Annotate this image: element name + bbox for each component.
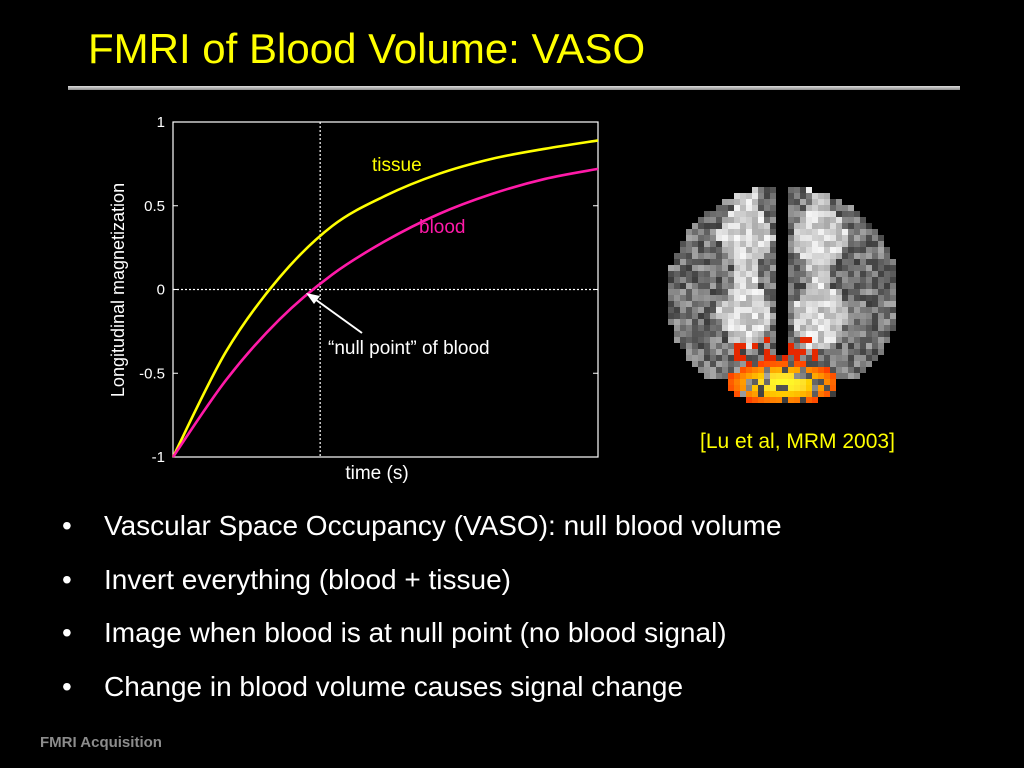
null-point-annotation: “null point” of blood — [328, 338, 490, 359]
y-tick-label: -1 — [152, 449, 165, 466]
slide-title: FMRI of Blood Volume: VASO — [88, 25, 646, 72]
bullet-text: Image when blood is at null point (no bl… — [104, 617, 727, 648]
tissue-curve — [171, 139, 599, 458]
y-tick-label: -0.5 — [139, 365, 165, 382]
bullet-glyph: • — [62, 617, 72, 648]
bullet-glyph: • — [62, 563, 72, 595]
plot-ticks: 1 0.5 0 -0.5 -1 — [139, 114, 598, 466]
bullet-item: • Vascular Space Occupancy (VASO): null b… — [62, 510, 782, 542]
bullet-text: Change in blood volume causes signal cha… — [104, 670, 684, 702]
blood-curve — [171, 167, 599, 458]
y-axis-label: Longitudinal magnetization — [108, 183, 128, 397]
bullet-text: Vascular Space Occupancy (VASO): null bl… — [104, 510, 782, 541]
brain-activation-image — [668, 187, 896, 403]
title-divider — [68, 86, 960, 90]
footer-label: FMRI Acquisition — [40, 734, 162, 751]
blood-series-label: blood — [419, 217, 466, 238]
null-point-arrow — [306, 293, 363, 334]
bullet-glyph: • — [62, 670, 72, 702]
citation: [Lu et al, MRM 2003] — [700, 430, 895, 453]
x-axis-label: time (s) — [345, 463, 408, 484]
y-tick-label: 1 — [157, 114, 165, 131]
bullet-text: Invert everything (blood + tissue) — [104, 563, 511, 595]
bullet-item: • Invert everything (blood + tissue) — [62, 564, 782, 596]
bullet-list: • Vascular Space Occupancy (VASO): null b… — [62, 510, 782, 724]
tissue-series-label: tissue — [372, 155, 422, 176]
bullet-item: • Change in blood volume causes signal ch… — [62, 671, 782, 703]
bullet-item: • Image when blood is at null point (no b… — [62, 617, 782, 649]
y-tick-label: 0 — [157, 282, 165, 299]
y-tick-label: 0.5 — [144, 198, 165, 215]
magnetization-plot: 1 0.5 0 -0.5 -1 tissue blood “null point” of… — [108, 114, 599, 484]
bullet-glyph: • — [62, 510, 72, 541]
